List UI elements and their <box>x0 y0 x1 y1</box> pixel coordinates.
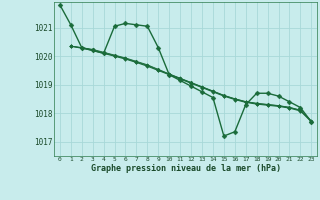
X-axis label: Graphe pression niveau de la mer (hPa): Graphe pression niveau de la mer (hPa) <box>91 164 281 173</box>
